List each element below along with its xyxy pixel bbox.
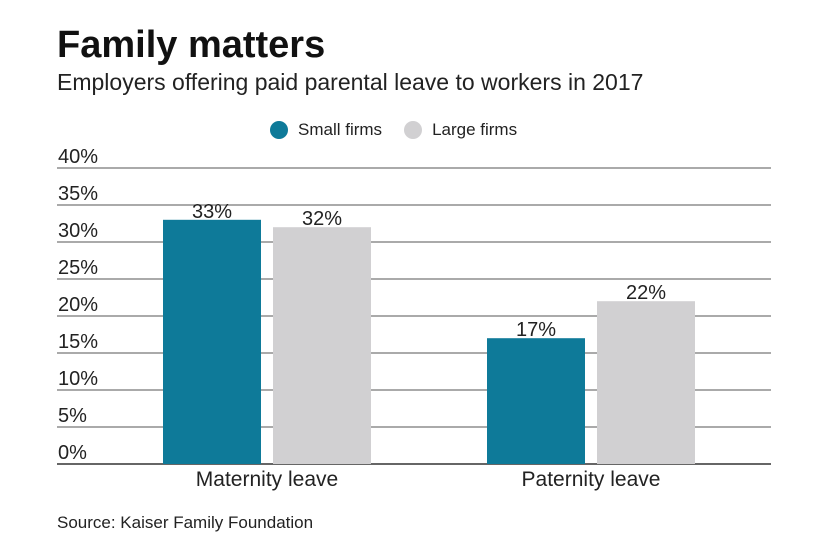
legend: Small firms Large firms: [270, 118, 517, 142]
y-tick-label: 10%: [58, 368, 98, 390]
y-tick-label: 5%: [58, 405, 87, 427]
y-tick-label: 40%: [58, 146, 98, 168]
data-label: 32%: [302, 208, 342, 230]
bar-small-firms-maternity-leave: [163, 219, 261, 464]
y-tick-label: 35%: [58, 183, 98, 205]
data-label: 33%: [192, 201, 232, 223]
data-label: 17%: [516, 319, 556, 341]
x-category-label: Maternity leave: [196, 468, 338, 491]
y-tick-label: 30%: [58, 220, 98, 242]
data-label: 22%: [626, 282, 666, 304]
legend-item-small-firms: Small firms: [270, 120, 382, 140]
bar-large-firms-paternity-leave: [597, 301, 695, 464]
chart-title: Family matters: [57, 24, 326, 66]
legend-label-small-firms: Small firms: [298, 120, 383, 139]
legend-item-large-firms: Large firms: [404, 120, 517, 140]
y-tick-label: 25%: [58, 257, 98, 279]
source-note: Source: Kaiser Family Foundation: [57, 513, 314, 532]
y-tick-label: 15%: [58, 331, 98, 353]
y-tick-label: 0%: [58, 442, 87, 464]
y-tick-label: 20%: [58, 294, 98, 316]
bar-large-firms-maternity-leave: [273, 227, 371, 464]
legend-swatch-small-firms: [270, 121, 288, 139]
legend-label-large-firms: Large firms: [432, 120, 518, 139]
bar-small-firms-paternity-leave: [487, 338, 585, 464]
x-category-label: Paternity leave: [522, 468, 661, 491]
legend-swatch-large-firms: [404, 121, 423, 139]
chart-subtitle: Employers offering paid parental leave t…: [57, 69, 644, 95]
